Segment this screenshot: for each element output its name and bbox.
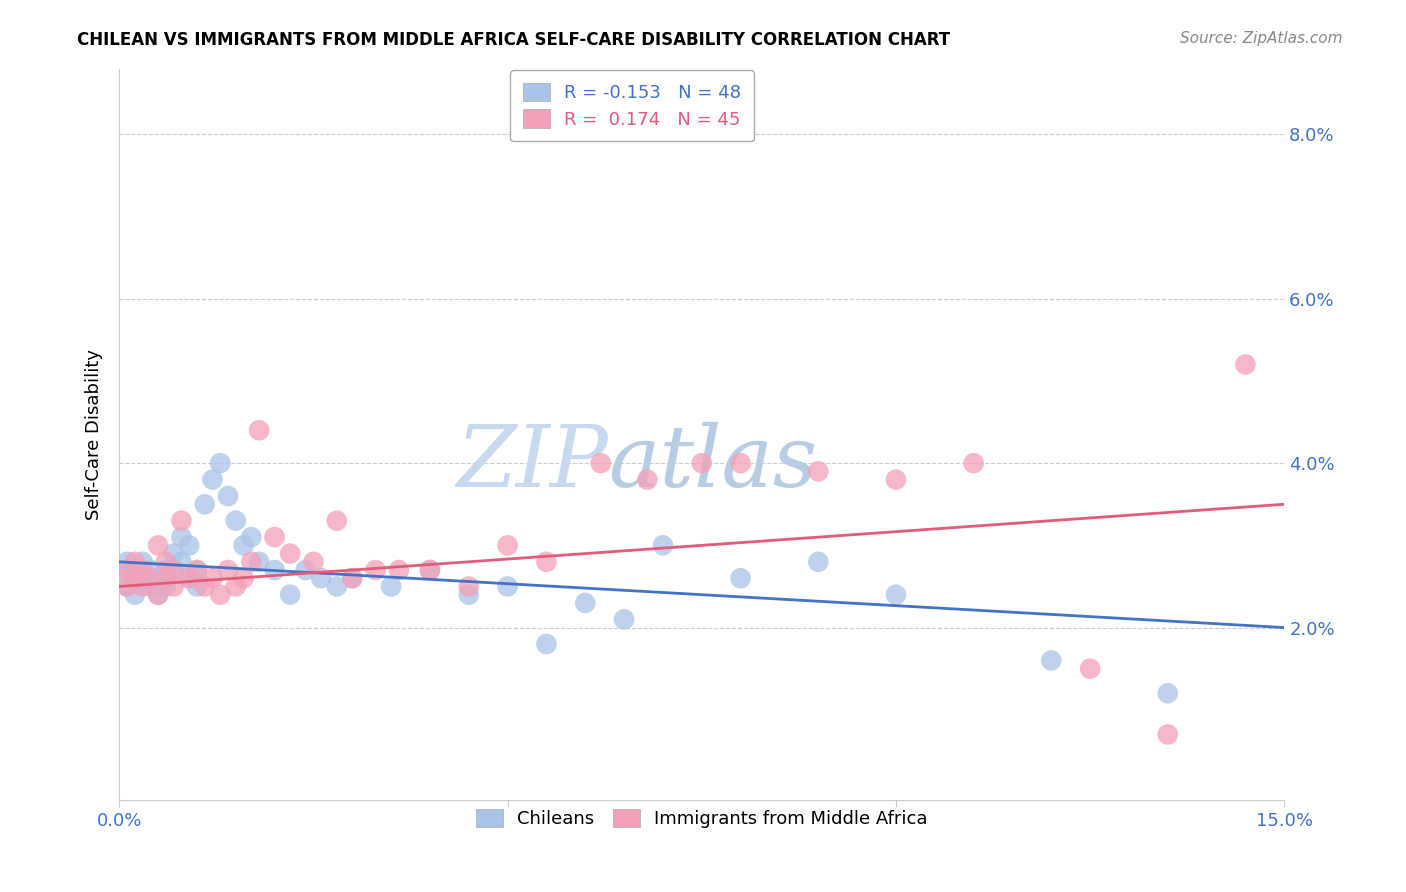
Y-axis label: Self-Care Disability: Self-Care Disability <box>86 349 103 520</box>
Point <box>380 579 402 593</box>
Point <box>962 456 984 470</box>
Point <box>457 579 479 593</box>
Point <box>302 555 325 569</box>
Text: atlas: atlas <box>609 422 818 505</box>
Point <box>690 456 713 470</box>
Point <box>170 530 193 544</box>
Point <box>342 571 364 585</box>
Point <box>162 547 184 561</box>
Point <box>247 423 270 437</box>
Point <box>146 571 169 585</box>
Point <box>884 588 907 602</box>
Point <box>162 579 184 593</box>
Point <box>170 555 193 569</box>
Point <box>194 579 217 593</box>
Point <box>225 579 247 593</box>
Point <box>457 588 479 602</box>
Point <box>636 473 658 487</box>
Point <box>115 563 138 577</box>
Point <box>496 579 519 593</box>
Point <box>326 514 349 528</box>
Point <box>240 530 263 544</box>
Point <box>115 555 138 569</box>
Point <box>263 563 285 577</box>
Legend: Chileans, Immigrants from Middle Africa: Chileans, Immigrants from Middle Africa <box>468 801 935 835</box>
Point <box>419 563 441 577</box>
Point <box>342 571 364 585</box>
Point <box>589 456 612 470</box>
Point <box>186 563 208 577</box>
Point <box>652 538 675 552</box>
Point <box>1078 662 1101 676</box>
Point <box>209 456 232 470</box>
Point <box>162 563 184 577</box>
Point <box>131 579 153 593</box>
Point <box>124 571 146 585</box>
Point <box>807 555 830 569</box>
Point <box>807 464 830 478</box>
Point <box>536 637 558 651</box>
Point <box>263 530 285 544</box>
Point <box>115 579 138 593</box>
Point <box>194 497 217 511</box>
Point <box>574 596 596 610</box>
Point <box>536 555 558 569</box>
Point <box>146 538 169 552</box>
Point <box>131 555 153 569</box>
Point <box>170 514 193 528</box>
Point <box>1234 358 1257 372</box>
Point <box>186 563 208 577</box>
Point <box>364 563 387 577</box>
Text: CHILEAN VS IMMIGRANTS FROM MIDDLE AFRICA SELF-CARE DISABILITY CORRELATION CHART: CHILEAN VS IMMIGRANTS FROM MIDDLE AFRICA… <box>77 31 950 49</box>
Point <box>278 547 301 561</box>
Point <box>201 473 224 487</box>
Point <box>139 571 162 585</box>
Point <box>115 579 138 593</box>
Point <box>884 473 907 487</box>
Point <box>162 563 184 577</box>
Point <box>419 563 441 577</box>
Point <box>225 514 247 528</box>
Point <box>139 579 162 593</box>
Point <box>232 538 254 552</box>
Point <box>240 555 263 569</box>
Point <box>1157 686 1180 700</box>
Point <box>217 563 239 577</box>
Point <box>613 612 636 626</box>
Point <box>730 571 752 585</box>
Point <box>115 563 138 577</box>
Text: Source: ZipAtlas.com: Source: ZipAtlas.com <box>1180 31 1343 46</box>
Point <box>309 571 332 585</box>
Point <box>294 563 316 577</box>
Point <box>155 579 177 593</box>
Point <box>155 555 177 569</box>
Point <box>326 579 349 593</box>
Point <box>179 538 201 552</box>
Point <box>155 571 177 585</box>
Point <box>496 538 519 552</box>
Point <box>124 588 146 602</box>
Point <box>124 571 146 585</box>
Point <box>232 571 254 585</box>
Point <box>186 579 208 593</box>
Point <box>201 571 224 585</box>
Point <box>1157 727 1180 741</box>
Point <box>124 555 146 569</box>
Point <box>217 489 239 503</box>
Point <box>146 588 169 602</box>
Point <box>179 571 201 585</box>
Point <box>131 571 153 585</box>
Point <box>139 563 162 577</box>
Point <box>146 588 169 602</box>
Text: ZIP: ZIP <box>457 422 609 505</box>
Point <box>247 555 270 569</box>
Point <box>209 588 232 602</box>
Point <box>388 563 411 577</box>
Point <box>1040 653 1063 667</box>
Point <box>179 571 201 585</box>
Point <box>278 588 301 602</box>
Point <box>131 563 153 577</box>
Point <box>155 563 177 577</box>
Point <box>730 456 752 470</box>
